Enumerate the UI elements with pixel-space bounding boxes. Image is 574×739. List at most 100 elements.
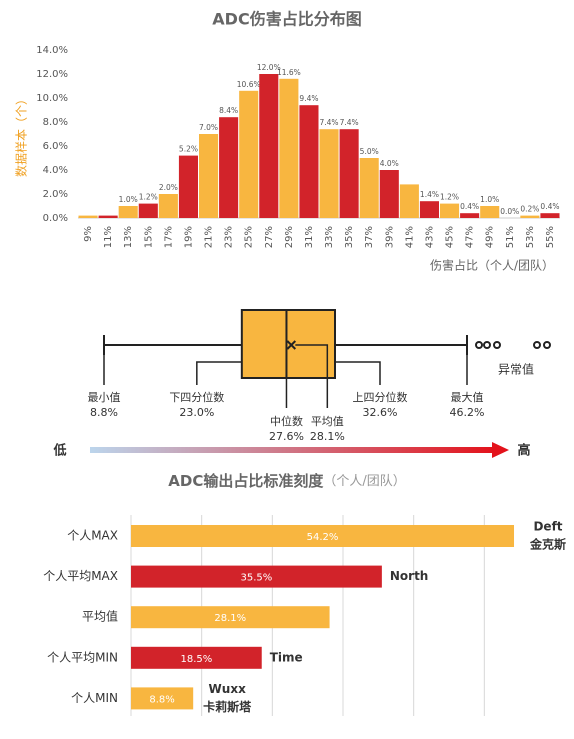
bar [540,213,560,218]
value-label: 0.4% [460,202,479,211]
scale-high: 高 [517,443,530,459]
stat-value: 28.1% [310,430,345,443]
value-label: 10.6% [237,80,261,89]
value-label: 9.4% [299,94,318,103]
value-label: 11.6% [277,68,301,77]
outliers [475,341,551,349]
chart-title: ADC伤害占比分布图 [212,10,361,29]
bar [98,215,118,218]
stat-label: 上四分位数 [353,390,408,404]
x-tick-label: 27% [264,226,275,248]
bar [299,105,319,218]
value-label: 0.4% [540,202,559,211]
value-label: 1.2% [139,193,158,202]
x-tick-label: 31% [304,226,315,248]
outlier-label: 异常值 [498,362,534,377]
bar [319,129,339,218]
stat-value: 46.2% [450,406,485,419]
x-tick-label: 37% [364,226,375,248]
bar [78,215,98,218]
value-label: 54.2% [307,532,339,543]
x-tick-label: 21% [204,226,215,248]
stat-label: 最小值 [88,391,121,404]
value-label: 7.4% [320,118,339,127]
stat-value: 32.6% [363,406,398,419]
annotation: Time [270,650,303,664]
bar [158,194,178,218]
category-label: 平均值 [82,609,118,624]
bar [359,158,379,218]
value-label: 8.8% [149,694,174,705]
x-tick-label: 15% [143,226,154,248]
x-tick-label: 33% [324,226,335,248]
bar [219,117,239,218]
y-tick-label: 14.0% [36,45,68,56]
value-label: 7.0% [199,123,218,132]
scale-bar [90,447,495,453]
x-tick-label: 35% [344,226,355,248]
leader-line [196,361,242,385]
bar [118,206,138,218]
value-label: 7.4% [340,118,359,127]
value-label: 18.5% [180,654,212,665]
value-label: 1.0% [119,195,138,204]
box [240,309,336,379]
bar [520,215,540,218]
stat-label: 最大值 [451,390,484,404]
y-tick-label: 0.0% [43,213,68,224]
category-label: 个人平均MIN [47,650,118,664]
y-tick-label: 8.0% [43,117,68,128]
x-tick-label: 13% [123,226,134,248]
value-label: 1.0% [480,195,499,204]
x-tick-label: 49% [485,226,496,248]
bar [199,134,219,218]
bar [131,525,515,547]
bar [138,203,158,218]
x-tick-label: 9% [83,226,94,242]
bar [399,184,419,218]
x-tick-label: 29% [284,226,295,248]
bar [131,687,194,710]
value-label: 5.2% [179,145,198,154]
y-tick-label: 2.0% [43,189,68,200]
x-tick-label: 25% [244,226,255,248]
x-tick-label: 43% [424,226,435,248]
x-axis-label: 伤害占比（个人/团队） [430,258,554,273]
y-tick-label: 12.0% [36,69,68,80]
value-label: 4.0% [380,159,399,168]
bar [339,129,359,218]
x-tick-label: 17% [163,226,174,248]
stat-value: 27.6% [269,430,304,443]
bar [480,206,500,218]
annotation: 卡莉斯塔 [203,699,252,714]
bar [379,170,399,218]
value-label: 35.5% [241,573,273,584]
y-tick-label: 6.0% [43,141,68,152]
scale-low: 低 [52,443,66,459]
x-tick-label: 19% [183,226,194,248]
x-tick-label: 51% [505,226,516,248]
annotation: Wuxx [209,682,247,696]
bar [460,213,480,218]
value-label: 1.2% [440,193,459,202]
x-tick-label: 39% [384,226,395,248]
value-label: 5.0% [360,147,379,156]
bar [131,606,330,629]
value-label: 0.2% [520,205,539,214]
annotation: North [390,569,428,583]
bar [239,90,259,218]
x-tick-label: 47% [465,226,476,248]
bar [419,201,439,218]
stat-label: 下四分位数 [169,390,224,404]
x-tick-label: 53% [525,226,536,248]
mean-marker [286,340,297,350]
annotation: 金克斯 [529,537,566,552]
x-tick-label: 55% [545,226,556,248]
category-label: 个人MAX [67,529,118,543]
category-label: 个人MIN [71,691,118,705]
scale-arrow [492,442,509,458]
category-label: 个人平均MAX [43,569,118,583]
x-tick-label: 41% [404,226,415,248]
value-label: 8.4% [219,106,238,115]
